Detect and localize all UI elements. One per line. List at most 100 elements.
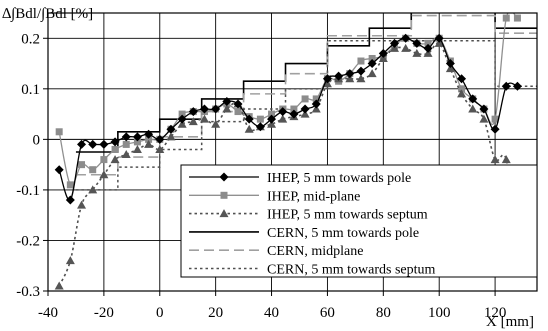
square-marker [301,95,309,103]
legend-label: CERN, 5 mm towards pole [267,226,419,241]
triangle-marker [219,209,229,218]
square-marker [178,110,186,118]
triangle-marker [401,43,411,52]
square-marker [89,166,97,174]
triangle-marker [110,155,120,164]
diamond-marker [88,139,98,149]
diamond-marker [77,139,87,149]
diamond-marker [132,132,142,142]
diamond-marker [300,104,310,114]
triangle-marker [389,43,399,52]
triangle-marker [479,114,489,123]
series-0 [54,33,522,205]
y-tick-label: -0.1 [16,183,40,199]
diamond-marker [255,122,265,132]
square-marker [133,138,141,146]
diamond-marker [222,96,232,106]
diamond-marker [177,114,187,124]
diamond-marker [490,124,500,134]
diamond-marker [445,59,455,69]
diamond-marker [356,66,366,76]
y-tick-label: -0.3 [16,284,40,300]
series-2 [54,38,522,290]
triangle-marker [65,256,75,265]
triangle-marker [356,74,366,83]
diamond-marker [434,33,444,43]
diamond-marker [457,74,467,84]
triangle-marker [378,53,388,62]
diamond-marker [512,81,522,91]
diamond-marker [99,139,109,149]
x-tick-label: -40 [38,305,58,321]
diamond-marker [144,129,154,139]
triangle-marker [54,281,64,290]
diamond-marker [244,114,254,124]
square-marker [55,128,63,136]
diamond-marker [54,165,64,175]
diamond-marker [311,99,321,109]
square-marker [220,191,228,199]
diamond-marker [289,109,299,119]
square-marker [268,110,276,118]
triangle-marker [244,124,254,133]
diamond-marker [233,99,243,109]
diamond-marker [166,124,176,134]
legend-label: IHEP, 5 mm towards septum [267,208,428,223]
square-marker [312,95,320,103]
triangle-marker [367,69,377,78]
square-marker [78,161,86,169]
series-4 [75,14,537,176]
square-marker [66,181,74,189]
square-marker [234,108,242,116]
x-tick-label: 0 [156,305,164,321]
triangle-marker [99,170,109,179]
tick-labels: -40 -20 0 20 40 60 80 100 120 0.2 0.1 0 -0.1 -0.2 -0.3 [16,31,506,321]
triangle-marker [211,119,221,128]
square-marker [122,140,130,148]
diamond-marker [401,33,411,43]
legend-label: IHEP, mid-plane [267,189,360,204]
series-line [75,14,537,176]
y-tick-label: -0.2 [16,233,40,249]
diamond-marker [367,59,377,69]
x-tick-label: 100 [428,305,451,321]
diamond-marker [501,81,511,91]
diamond-marker [155,134,165,144]
triangle-marker [345,74,355,83]
triangle-marker [434,38,444,47]
x-tick-label: 20 [208,305,223,321]
triangle-marker [144,139,154,148]
triangle-marker [166,132,176,141]
square-marker [513,14,521,22]
x-tick-label: 80 [376,305,391,321]
square-marker [100,156,108,164]
x-tick-label: 40 [264,305,279,321]
triangle-marker [423,48,433,57]
y-tick-label: 0 [33,132,41,148]
y-axis-label: ∆∫Bdl/∫Bdl [%] [2,6,93,22]
square-marker [502,14,510,22]
diamond-marker [389,38,399,48]
square-marker [256,115,264,123]
triangle-marker [278,114,288,123]
square-marker [357,57,365,65]
triangle-marker [300,109,310,118]
triangle-marker [188,117,198,126]
square-marker [491,115,499,123]
diamond-marker [188,107,198,117]
triangle-marker [267,119,277,128]
x-tick-label: -20 [94,305,114,321]
diamond-marker [322,74,332,84]
square-marker [290,105,298,113]
legend-label: CERN, midplane [267,244,363,259]
triangle-marker [445,64,455,73]
square-marker [458,85,466,93]
diamond-marker [278,107,288,117]
triangle-marker [77,200,87,209]
diamond-marker [121,132,131,142]
triangle-marker [412,48,422,57]
diamond-marker [468,94,478,104]
square-marker [111,145,119,153]
diamond-marker [345,69,355,79]
